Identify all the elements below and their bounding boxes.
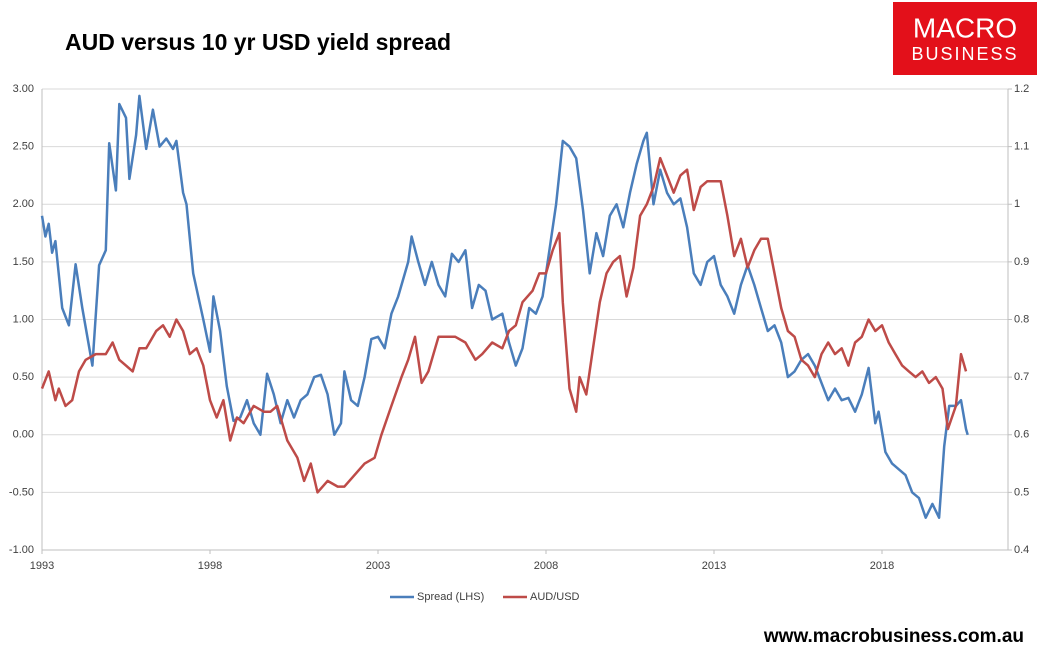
legend-label: Spread (LHS): [417, 591, 484, 603]
chart-title: AUD versus 10 yr USD yield spread: [65, 29, 451, 55]
logo-box: [893, 2, 1037, 75]
y-tick-label: 0.00: [13, 429, 34, 441]
y-tick-label: 3.00: [13, 83, 34, 95]
x-tick-label: 1993: [30, 560, 54, 572]
logo-line1: MACRO: [913, 12, 1017, 43]
logo-line2: BUSINESS: [911, 44, 1018, 64]
y-tick-label: 1.50: [13, 256, 34, 268]
y-tick-label: 0.50: [13, 371, 34, 383]
y-tick-label: 1.00: [13, 313, 34, 325]
y2-tick-label: 0.7: [1014, 371, 1029, 383]
y2-tick-label: 0.8: [1014, 313, 1029, 325]
y2-tick-label: 1.1: [1014, 141, 1029, 153]
x-tick-label: 2013: [702, 560, 726, 572]
y2-tick-label: 1: [1014, 198, 1020, 210]
x-tick-label: 2003: [366, 560, 390, 572]
legend-label: AUD/USD: [530, 591, 580, 603]
x-tick-label: 2008: [534, 560, 558, 572]
x-tick-label: 1998: [198, 560, 222, 572]
y-tick-label: 2.00: [13, 198, 34, 210]
y-tick-label: -0.50: [9, 486, 34, 498]
y2-tick-label: 0.4: [1014, 544, 1029, 556]
y2-tick-label: 0.5: [1014, 486, 1029, 498]
y-tick-label: -1.00: [9, 544, 34, 556]
source: www.macrobusiness.com.au: [763, 626, 1024, 647]
series-line: [40, 156, 968, 494]
y2-tick-label: 0.9: [1014, 256, 1029, 268]
y-tick-label: 2.50: [13, 141, 34, 153]
y2-tick-label: 1.2: [1014, 83, 1029, 95]
series-line: [40, 94, 969, 519]
x-tick-label: 2018: [870, 560, 894, 572]
y2-tick-label: 0.6: [1014, 429, 1029, 441]
